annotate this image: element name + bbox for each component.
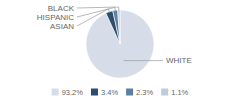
- pie: [86, 10, 154, 78]
- pie-slice: [106, 11, 120, 44]
- slice-label: ASIAN: [50, 22, 74, 31]
- leader-line: [124, 60, 163, 61]
- slice-label: WHITE: [166, 56, 192, 65]
- legend-swatch: [52, 89, 59, 96]
- legend-label: 3.4%: [101, 88, 118, 97]
- pie-slice: [113, 10, 120, 44]
- slice-label: BLACK: [48, 4, 75, 13]
- legend-swatch: [126, 89, 133, 96]
- legend-label: 2.3%: [136, 88, 153, 97]
- slice-label: HISPANIC: [37, 13, 74, 22]
- legend-swatch: [161, 89, 168, 96]
- chart: BLACKHISPANICASIAN WHITE 93.2% 3.4% 2.3% 1.1%: [0, 0, 240, 100]
- legend-swatch: [91, 89, 98, 96]
- legend-label: 93.2%: [62, 88, 84, 97]
- slice-labels: BLACKHISPANICASIAN WHITE: [37, 4, 192, 66]
- legend: 93.2% 3.4% 2.3% 1.1%: [52, 88, 189, 97]
- legend-label: 1.1%: [171, 88, 188, 97]
- pie-slice: [86, 10, 154, 78]
- leader-line: [77, 9, 110, 26]
- pie-slice: [118, 10, 120, 44]
